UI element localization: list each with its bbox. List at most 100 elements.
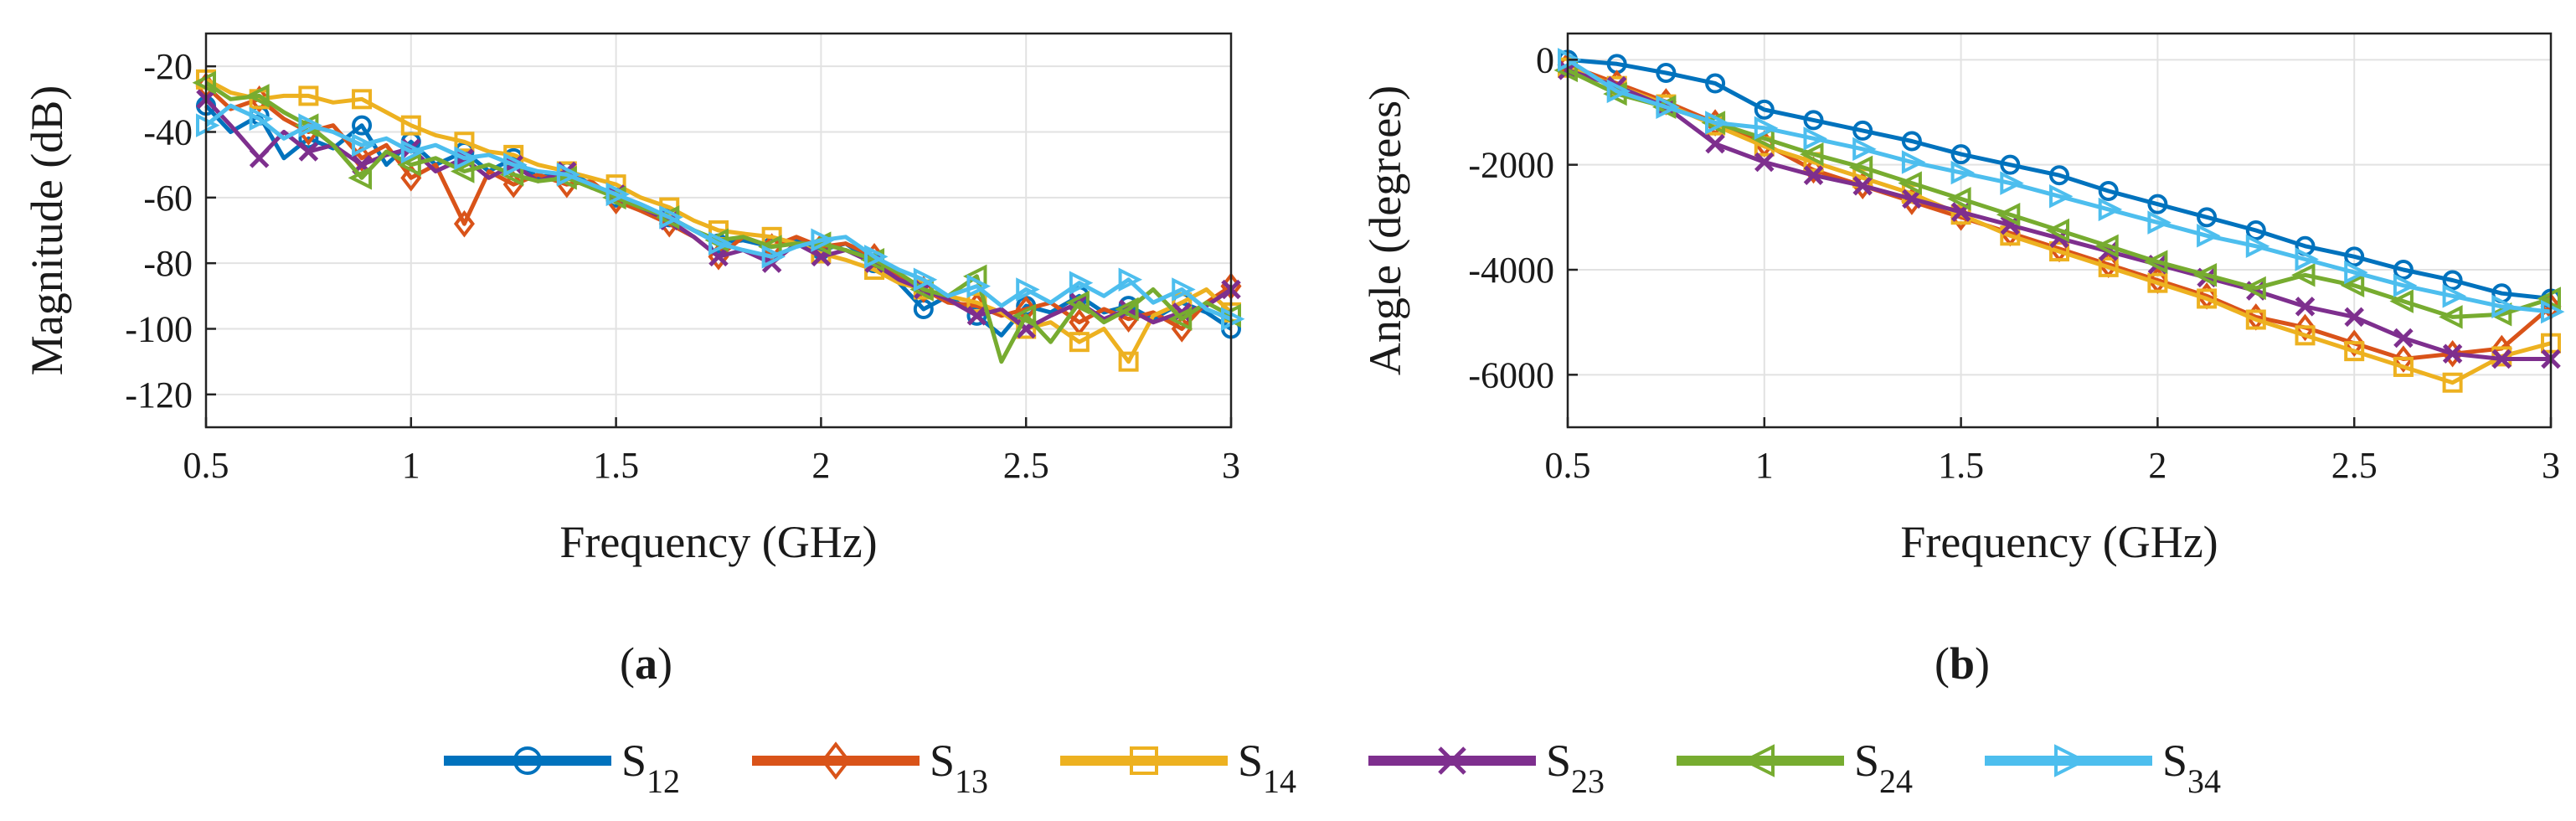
chart-b-point-s34: [2000, 171, 2024, 195]
legend-label-base: S: [1546, 736, 1571, 786]
chart-b-point-s34: [1606, 79, 1631, 104]
legend-marker-s34: [2054, 744, 2088, 777]
chart-a-point-s23: [966, 306, 987, 326]
chart-b-xlabel: Frequency (GHz): [1900, 517, 2218, 567]
chart-b-point-s34: [1901, 150, 1926, 174]
legend-label-base: S: [621, 736, 647, 786]
chart-b-xtick-label: 2: [2148, 445, 2166, 486]
chart-b-point-s34: [2491, 294, 2516, 319]
chart-b-point-s34: [2393, 273, 2418, 298]
chart-b-point-s24: [2094, 234, 2119, 259]
chart-b-point-s24: [2242, 276, 2266, 301]
legend-label-s14: S14: [1238, 736, 1296, 800]
chart-b-point-s24: [1898, 171, 1922, 195]
legend-label-base: S: [2162, 736, 2187, 786]
chart-a-xtick-label: 2.5: [1003, 445, 1049, 486]
chart-b-point-s14: [2442, 372, 2463, 393]
chart-a-point-s14: [352, 89, 373, 110]
chart-b-point-s24: [2192, 263, 2218, 287]
chart-a-point-s34: [1118, 267, 1143, 292]
chart-b-point-s14: [2197, 288, 2218, 309]
chart-b-point-s24: [1800, 142, 1824, 167]
chart-b-point-s34: [2344, 260, 2368, 285]
chart-a-point-s14: [298, 85, 319, 106]
chart-a-xtick-label: 2: [811, 445, 830, 486]
chart-a-point-s34: [1016, 277, 1040, 302]
chart-b-panel-label: (b): [1935, 638, 1990, 689]
chart-b-point-s34: [1852, 137, 1877, 162]
chart-b-point-s12: [2344, 246, 2365, 267]
chart-b-point-s24: [2045, 218, 2069, 243]
chart-b-point-s23: [1902, 188, 1922, 209]
chart-b-panel-open: (: [1935, 638, 1950, 689]
legend-label-sub: 13: [955, 762, 988, 800]
legend-label-sub: 14: [1263, 762, 1296, 800]
chart-a-frame: [204, 32, 1233, 429]
chart-b-point-s12: [2245, 220, 2266, 240]
chart-b-point-s12: [2393, 260, 2414, 280]
chart-a-panel-label: (a): [620, 638, 672, 689]
legend-marker-s14: [1130, 746, 1158, 775]
chart-b-point-s12: [1901, 131, 1922, 152]
chart-a-point-s23: [298, 142, 319, 162]
chart-a-point-s14: [400, 115, 421, 136]
chart-b-point-s24: [2143, 250, 2168, 274]
chart-b-point-s12: [2000, 154, 2021, 175]
chart-b-point-s24: [2340, 273, 2365, 298]
chart-b-xtick-label: 1: [1755, 445, 1774, 486]
chart-b-point-s34: [1705, 111, 1729, 135]
chart-b-point-s23: [2295, 297, 2316, 317]
chart-b-xtick-label: 1.5: [1938, 445, 1984, 486]
legend-label-sub: 34: [2187, 762, 2221, 800]
chart-a-point-s14: [1118, 351, 1139, 372]
legend-item-s34: S34: [1985, 736, 2221, 800]
chart-b-series-s12: [1567, 57, 2552, 301]
chart-b-point-s12: [1656, 63, 1677, 83]
chart-a-ytick-label: -100: [125, 309, 193, 350]
chart-b-series-s34: [1566, 58, 2552, 314]
chart-b-point-s24: [2439, 305, 2463, 329]
chart-a-point-s34: [659, 205, 683, 230]
chart-b-point-s34: [1950, 160, 1976, 185]
chart-a-point-s24: [1167, 307, 1193, 331]
legend-label-base: S: [930, 736, 955, 786]
chart-b-point-s34: [2245, 234, 2270, 259]
chart-a-ticks: 0.5 1 1.5 2 2.5 3 -120 -100 -80 -60 -40 -20: [125, 46, 1240, 486]
legend-label-sub: 12: [647, 762, 680, 800]
chart-a-point-s13: [453, 209, 475, 238]
legend-item-s24: S24: [1677, 736, 1913, 800]
chart-a-ylabel: Magnitude (dB): [22, 85, 72, 375]
chart-a-series-s34: [204, 103, 1232, 322]
chart-b-panel-close: ): [1975, 638, 1990, 689]
legend-item-s14: S14: [1060, 736, 1296, 800]
chart-a-point-s24: [397, 152, 421, 177]
chart-b-point-s23: [1754, 152, 1775, 173]
chart-b-point-s24: [2291, 263, 2316, 287]
chart-a-point-s34: [298, 113, 322, 137]
chart-a-ytick-label: -80: [143, 243, 193, 284]
chart-a-point-s34: [556, 163, 581, 187]
legend-label-s12: S12: [621, 736, 680, 800]
chart-a-point-s34: [811, 228, 835, 252]
chart-b-point-s24: [2487, 302, 2512, 327]
legend-marker-s24: [1741, 744, 1775, 777]
chart-b-ytick-label: -4000: [1468, 250, 1554, 291]
chart-b-point-s23: [2442, 343, 2463, 364]
chart-a-point-s24: [450, 159, 475, 183]
legend: S12 S13 S14 S23 S24 S34: [444, 736, 2221, 800]
chart-b-point-s12: [2098, 181, 2119, 201]
chart-b-ytick-label: -6000: [1468, 354, 1554, 395]
chart-a-xtick-label: 3: [1222, 445, 1240, 486]
chart-a-point-s34: [913, 267, 938, 292]
legend-marker-s23: [1438, 746, 1466, 775]
chart-a-point-s24: [245, 84, 270, 108]
legend-label-base: S: [1238, 736, 1263, 786]
chart-b-ytick-label: 0: [1536, 39, 1554, 80]
chart-a-point-s14: [1069, 332, 1090, 353]
legend-label-sub: 24: [1879, 762, 1913, 800]
chart-b-point-s23: [2344, 307, 2364, 328]
chart-b-point-s12: [1950, 144, 1971, 165]
chart-b-point-s24: [1996, 202, 2021, 227]
legend-label-s34: S34: [2162, 736, 2221, 800]
